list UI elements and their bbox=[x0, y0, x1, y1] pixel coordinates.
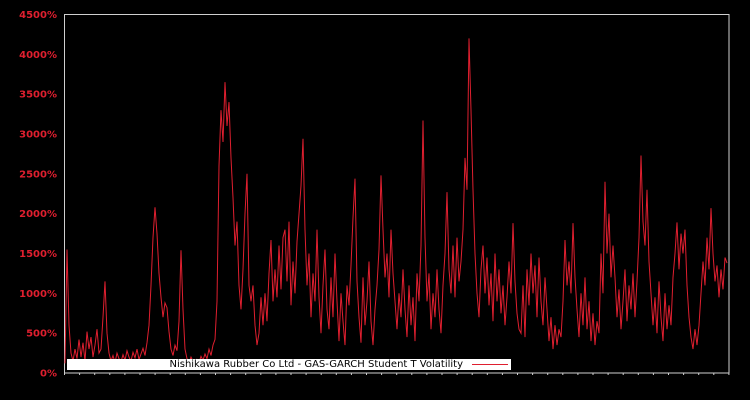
y-tick-label: 3500% bbox=[19, 90, 57, 101]
y-axis-tick-labels: 0% 500% 1000% 1500% 2000% 2500% 3000% 3500% 4000… bbox=[19, 10, 57, 380]
y-tick-label: 1500% bbox=[19, 249, 57, 260]
y-tick-label: 1000% bbox=[19, 289, 57, 300]
y-tick-label: 2000% bbox=[19, 209, 57, 220]
x-axis-minor-ticks bbox=[64, 373, 730, 375]
legend-label: Nishikawa Rubber Co Ltd - GAS-GARCH Stud… bbox=[169, 359, 463, 370]
volatility-series-line bbox=[64, 38, 728, 367]
legend: Nishikawa Rubber Co Ltd - GAS-GARCH Stud… bbox=[67, 359, 511, 370]
y-tick-label: 4000% bbox=[19, 50, 57, 61]
y-tick-label: 500% bbox=[26, 329, 57, 340]
y-tick-label: 2500% bbox=[19, 169, 57, 180]
legend-line-sample-icon bbox=[472, 364, 508, 365]
y-tick-label: 0% bbox=[40, 369, 57, 380]
y-tick-label: 3000% bbox=[19, 130, 57, 141]
y-tick-label: 4500% bbox=[19, 10, 57, 21]
